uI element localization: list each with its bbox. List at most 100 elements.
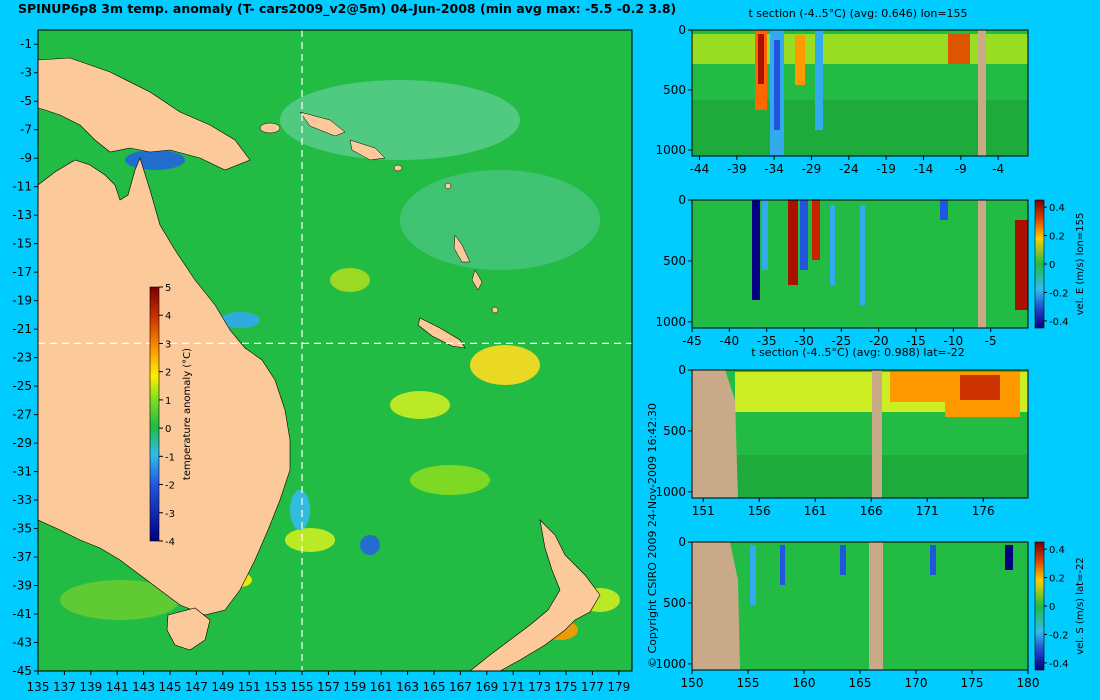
land-new-zealand [469, 519, 601, 671]
section-y-tick-label: 0 [678, 23, 686, 37]
section-1-surface-layer [692, 34, 1028, 64]
map-x-tick-label: 161 [370, 680, 393, 694]
section-x-tick-label: -34 [764, 162, 784, 176]
map-y-tick-label: -7 [20, 123, 32, 137]
map-x-tick-label: 157 [317, 680, 340, 694]
map-x-tick-label: 143 [132, 680, 155, 694]
section-2-feature [788, 200, 798, 285]
map-x-tick-label: 165 [423, 680, 446, 694]
section-x-tick-label: -9 [955, 162, 967, 176]
map-colorbar-tick-label: 2 [165, 368, 171, 379]
section-x-tick-label: -20 [869, 334, 889, 348]
section-4-colorbar [1034, 541, 1045, 671]
map-y-tick-label: -1 [20, 37, 32, 51]
section-colorbar-tick-label: 0 [1049, 260, 1055, 271]
section-2-feature [752, 200, 760, 300]
map-x-tick-label: 147 [185, 680, 208, 694]
map-x-tick-label: 175 [555, 680, 578, 694]
map-y-tick-label: -15 [12, 237, 32, 251]
map-x-tick-label: 135 [27, 680, 50, 694]
map-x-tick-label: 151 [238, 680, 261, 694]
section-1-feature [815, 30, 823, 130]
section-x-tick-label: -19 [876, 162, 896, 176]
map-panel: -1-3-5-7-9-11-13-15-17-19-21-23-25-27-29… [12, 29, 633, 694]
section-x-tick-label: -15 [906, 334, 926, 348]
map-x-tick-label: 169 [475, 680, 498, 694]
map-y-tick-label: -27 [12, 408, 32, 422]
section-3-feature [890, 372, 950, 402]
section-3-frame [691, 369, 1029, 499]
land-australia [38, 157, 291, 616]
section-panel-2: -45 -40 -35 -30 -25 -20 -15 -10 -5 0 500 1000 0.4 0.2… [655, 193, 1086, 348]
map-colorbar: 5 4 3 2 1 0 -1 -2 -3 -4 temperature anomaly (°C) [149, 283, 193, 548]
map-colorbar-label: temperature anomaly (°C) [182, 348, 193, 480]
map-x-tick-label: 163 [396, 680, 419, 694]
section-x-tick-label: -44 [690, 162, 710, 176]
land-new-guinea [38, 57, 251, 171]
section-3-deep-layer [692, 455, 1028, 498]
map-x-tick-label: 177 [581, 680, 604, 694]
section-colorbar-tick-label: -0.4 [1049, 659, 1069, 670]
section-4-axes: 150 155 160 165 170 175 180 0 500 1000 0.4 0.2 0 -0.2… [655, 535, 1068, 690]
section-y-tick-label: 0 [678, 193, 686, 207]
section-4-feature [840, 545, 846, 575]
section-x-tick-label: 171 [916, 504, 939, 518]
map-y-axis: -1 -3 -5 -7 -9 -11 -13 -15 -17 -19 -21 -23 -25 -27 -29… [12, 37, 38, 678]
map-y-tick-label: -45 [12, 664, 32, 678]
map-colorbar-gradient [149, 286, 160, 542]
section-x-tick-label: -14 [914, 162, 934, 176]
map-colorbar-ticks: 5 4 3 2 1 0 -1 -2 -3 -4 [159, 283, 175, 548]
map-x-tick-label: 179 [607, 680, 630, 694]
section-y-tick-label: 500 [663, 254, 686, 268]
section-x-tick-label: 165 [849, 676, 872, 690]
section-y-tick-label: 0 [678, 363, 686, 377]
section-x-tick-label: -30 [794, 334, 814, 348]
map-y-tick-label: -39 [12, 579, 32, 593]
section-y-tick-label: 1000 [655, 143, 686, 157]
section-colorbar-tick-label: -0.4 [1049, 317, 1069, 328]
anomaly-patterns [60, 80, 620, 640]
map-y-tick-label: -29 [12, 436, 32, 450]
section-x-tick-label: -5 [985, 334, 997, 348]
section-2-colorbar-label: vel. E (m/s) lon=155 [1075, 213, 1086, 316]
section-1-feature [758, 34, 764, 84]
section-colorbar-tick-label: -0.2 [1049, 630, 1069, 641]
map-x-tick-label: 155 [291, 680, 314, 694]
map-colorbar-tick-label: 5 [165, 283, 171, 294]
map-x-axis: 135 137 139 141 143 145 147 149 151 153 155 157 159 1… [27, 671, 630, 694]
section-x-tick-label: 155 [737, 676, 760, 690]
main-title: SPINUP6p8 3m temp. anomaly (T- cars2009_… [18, 1, 677, 16]
section-x-tick-label: 151 [692, 504, 715, 518]
map-x-tick-label: 167 [449, 680, 472, 694]
section-colorbar-tick-label: 0.4 [1049, 203, 1065, 214]
section-colorbar-tick-label: 0.4 [1049, 545, 1065, 556]
section-colorbar-tick-label: 0 [1049, 602, 1055, 613]
map-y-tick-label: -11 [12, 180, 32, 194]
map-x-tick-label: 173 [528, 680, 551, 694]
section-2-feature [940, 200, 948, 220]
copyright-notice: © Copyright CSIRO 2009 24-Nov-2009 16:42… [646, 403, 659, 668]
section-4-feature [780, 545, 785, 585]
map-y-tick-label: -5 [20, 94, 32, 108]
section-4-land [692, 542, 740, 670]
section-x-tick-label: -35 [757, 334, 777, 348]
section-1-deep-layer [692, 100, 1028, 156]
map-y-tick-label: -21 [12, 322, 32, 336]
section-4-bg [692, 542, 1028, 670]
map-y-tick-label: -17 [12, 265, 32, 279]
map-y-tick-label: -19 [12, 294, 32, 308]
section-colorbar-tick-label: 0.2 [1049, 232, 1065, 243]
map-colorbar-tick-label: -3 [165, 509, 175, 520]
section-x-tick-label: 170 [905, 676, 928, 690]
section-2-feature [860, 205, 865, 305]
map-x-tick-label: 139 [79, 680, 102, 694]
section-4-feature [750, 545, 756, 605]
map-y-tick-label: -35 [12, 522, 32, 536]
section-x-tick-label: 161 [804, 504, 827, 518]
section-x-tick-label: 160 [793, 676, 816, 690]
section-4-land [869, 542, 883, 670]
section-x-tick-label: 180 [1017, 676, 1040, 690]
section-2-land [978, 200, 986, 328]
section-2-feature [812, 200, 820, 260]
section-1-frame [691, 29, 1029, 157]
